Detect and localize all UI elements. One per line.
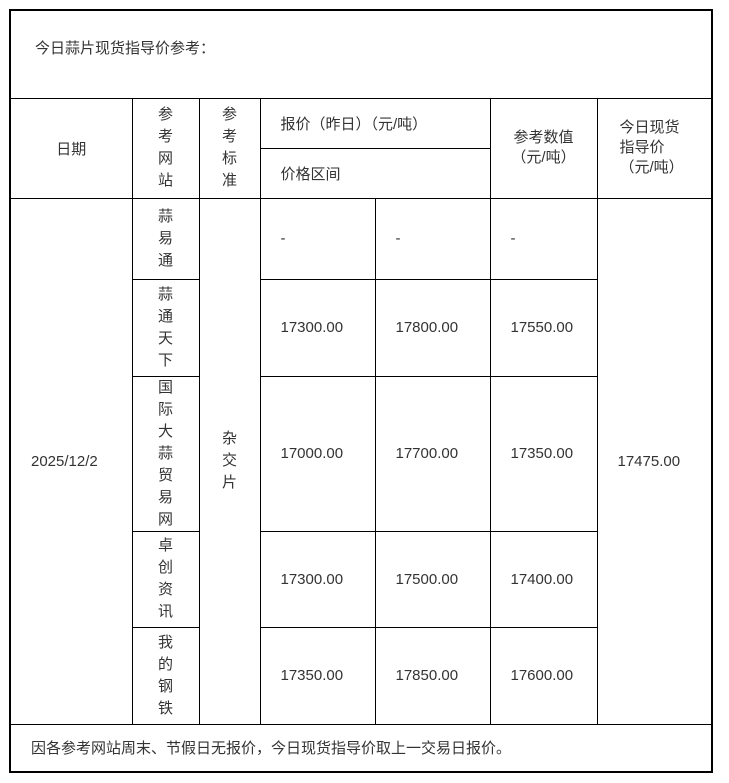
page-title: 今日蒜片现货指导价参考：	[9, 9, 713, 99]
price-low-cell: -	[259, 197, 376, 280]
garlic-price-table: 今日蒜片现货指导价参考： 日期 参考网站 参考标准 报价（昨日）（元/吨） 参考…	[9, 9, 714, 773]
col-header-price-range: 价格区间	[259, 147, 491, 199]
table-row: 2025/12/2 蒜易通 杂交片 - - - 17475.00	[9, 197, 713, 725]
price-high-cell: 17850.00	[374, 626, 491, 725]
reference-value-cell: 17400.00	[489, 530, 598, 628]
website-cell: 蒜易通	[131, 197, 200, 280]
reference-value-cell: -	[489, 197, 598, 280]
website-name: 蒜通天下	[157, 285, 173, 369]
table-row: 蒜通天下 17300.00 17800.00 17550.00	[10, 278, 712, 377]
price-low-cell: 17300.00	[259, 530, 376, 628]
reference-value-cell: 17600.00	[489, 626, 598, 725]
table-row: 我的钢铁 17350.00 17850.00 17600.00	[10, 626, 712, 725]
reference-value-cell: 17550.00	[489, 278, 598, 377]
table-row: 卓创资讯 17300.00 17500.00 17400.00	[10, 530, 712, 628]
website-cell: 蒜通天下	[131, 278, 200, 377]
guide-price-cell: 17475.00	[596, 197, 713, 725]
website-cell: 我的钢铁	[131, 626, 200, 725]
col-header-guide-price: 今日现货 指导价 （元/吨）	[596, 97, 713, 199]
footnote: 因各参考网站周末、节假日无报价，今日现货指导价取上一交易日报价。	[9, 723, 713, 773]
col-header-standard: 参考标准	[198, 97, 261, 199]
price-high-cell: 17500.00	[374, 530, 491, 628]
col-header-website-label: 参考网站	[157, 106, 173, 189]
table-row: 国际大蒜贸易网 17000.00 17700.00 17350.00	[10, 375, 712, 532]
website-name: 蒜易通	[157, 207, 173, 269]
header-row-1: 日期 参考网站 参考标准 报价（昨日）（元/吨） 参考数值 （元/吨） 今日现货…	[9, 97, 713, 199]
price-high-cell: 17700.00	[374, 375, 491, 532]
price-high-cell: 17800.00	[374, 278, 491, 377]
col-header-website: 参考网站	[131, 97, 200, 199]
standard-cell: 杂交片	[198, 197, 261, 725]
col-header-date: 日期	[9, 97, 133, 199]
price-low-cell: 17350.00	[259, 626, 376, 725]
reference-value-cell: 17350.00	[489, 375, 598, 532]
col-header-standard-label: 参考标准	[221, 106, 237, 189]
website-name: 我的钢铁	[157, 633, 173, 717]
footnote-row: 因各参考网站周末、节假日无报价，今日现货指导价取上一交易日报价。	[9, 723, 713, 773]
date-cell: 2025/12/2	[9, 197, 133, 725]
website-cell: 卓创资讯	[131, 530, 200, 628]
col-header-quote-yesterday: 报价（昨日）（元/吨）	[259, 97, 491, 149]
website-cell: 国际大蒜贸易网	[131, 375, 200, 532]
website-name: 卓创资讯	[157, 537, 173, 620]
price-high-cell: -	[374, 197, 491, 280]
col-header-reference-value: 参考数值 （元/吨）	[489, 97, 598, 199]
price-low-cell: 17000.00	[259, 375, 376, 532]
website-name: 国际大蒜贸易网	[157, 378, 173, 528]
title-row: 今日蒜片现货指导价参考：	[9, 9, 713, 99]
header-row-2: 价格区间	[10, 147, 712, 199]
standard-name: 杂交片	[221, 430, 237, 491]
price-low-cell: 17300.00	[259, 278, 376, 377]
